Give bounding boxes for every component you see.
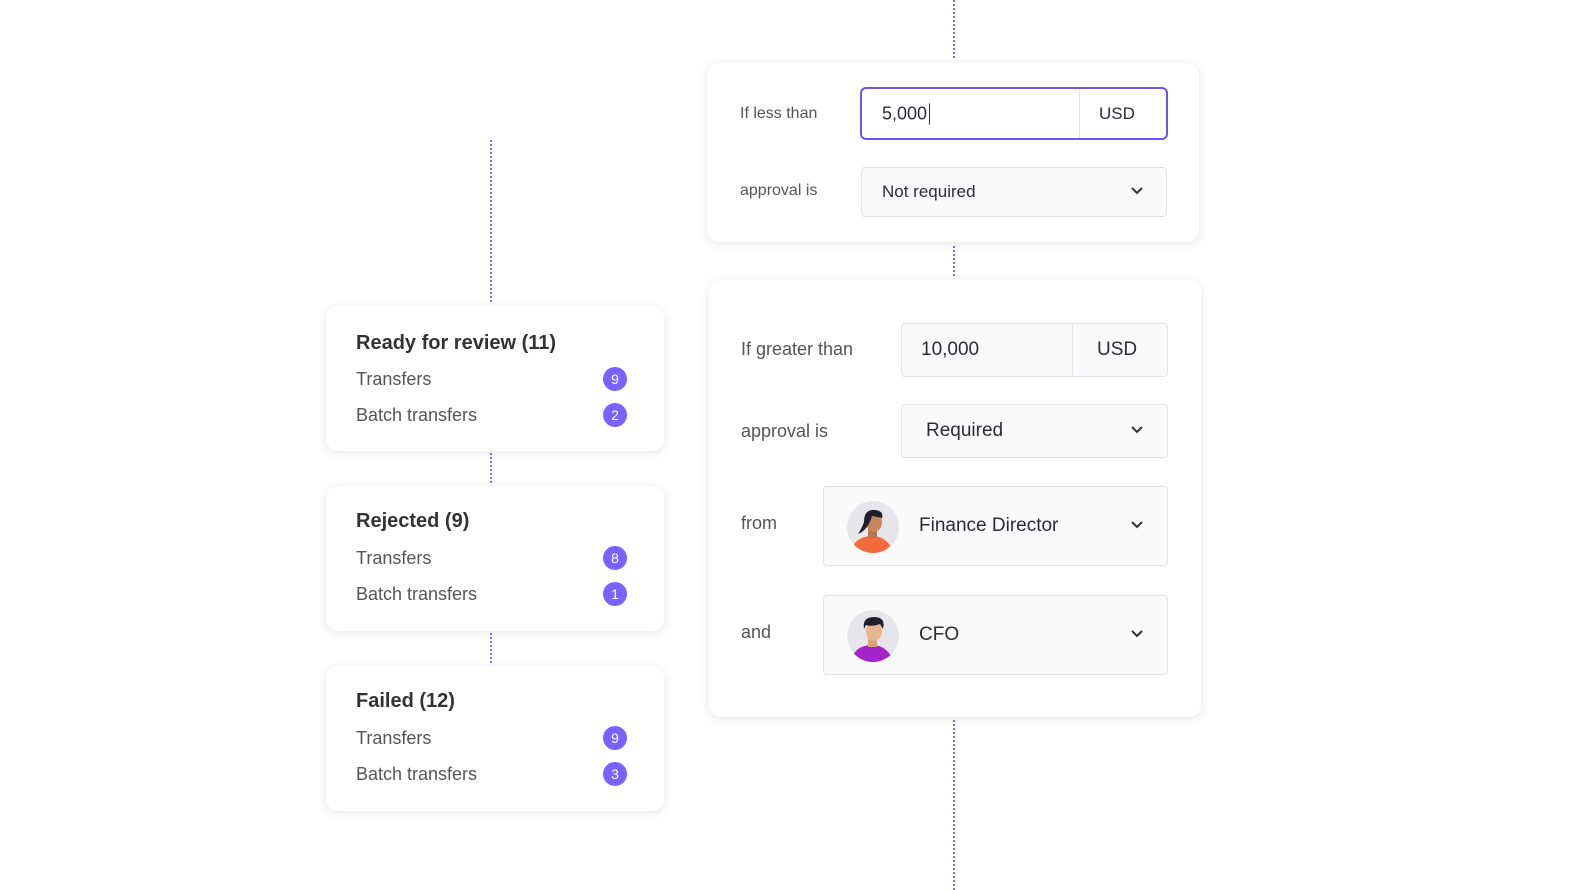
chevron bbox=[1131, 426, 1143, 434]
divider bbox=[1079, 89, 1080, 138]
approval-value: Not required bbox=[882, 182, 976, 201]
status-card[interactable]: Ready for review (11) Transfers 9 Batch … bbox=[326, 306, 664, 451]
count-badge: 1 bbox=[603, 582, 627, 606]
count-badge: 9 bbox=[603, 367, 627, 391]
connector bbox=[490, 453, 492, 483]
count-badge: 3 bbox=[603, 762, 627, 786]
approver-label: from bbox=[741, 513, 777, 533]
row-label: Transfers bbox=[356, 369, 432, 389]
count-badge: 2 bbox=[603, 403, 627, 427]
avatar bbox=[847, 610, 899, 662]
currency: USD bbox=[1097, 339, 1138, 360]
status-card[interactable]: Rejected (9) Transfers 8 Batch transfers… bbox=[326, 486, 664, 631]
approver-role: CFO bbox=[919, 624, 960, 645]
count-badge: 8 bbox=[603, 546, 627, 570]
amount: 5,000 bbox=[882, 103, 931, 124]
chevron bbox=[1131, 187, 1143, 195]
row-label: Transfers bbox=[356, 548, 432, 568]
approver-role: Finance Director bbox=[919, 515, 1059, 536]
approval-select[interactable]: Not required bbox=[861, 167, 1167, 217]
approver-label: and bbox=[741, 622, 772, 642]
card-title: Ready for review (11) bbox=[356, 332, 557, 354]
chevron bbox=[1131, 521, 1143, 529]
card-title: Rejected (9) bbox=[356, 510, 470, 532]
condition-label: If greater than bbox=[741, 339, 854, 359]
connector bbox=[490, 140, 492, 302]
approval-select[interactable]: Required bbox=[901, 404, 1168, 458]
row-label: Batch transfers bbox=[356, 405, 478, 425]
status-card[interactable]: Failed (12) Transfers 9 Batch transfers … bbox=[326, 666, 664, 811]
connector bbox=[953, 720, 955, 890]
amount-input[interactable]: 10,000 USD bbox=[901, 323, 1168, 377]
approver-select[interactable]: Finance Director bbox=[823, 486, 1168, 566]
condition-label: If less than bbox=[740, 105, 818, 122]
connector bbox=[490, 633, 492, 663]
approver-select[interactable]: CFO bbox=[823, 595, 1168, 675]
connector bbox=[953, 246, 955, 276]
count-badge: 9 bbox=[603, 726, 627, 750]
approval-label: approval is bbox=[741, 421, 829, 441]
row-label: Batch transfers bbox=[356, 764, 478, 784]
row-label: Transfers bbox=[356, 728, 432, 748]
rule-card: If less than 5,000 USD approval is Not r… bbox=[707, 63, 1199, 242]
row-label: Batch transfers bbox=[356, 584, 478, 604]
amount-input[interactable]: 5,000 USD bbox=[860, 87, 1168, 140]
currency: USD bbox=[1099, 103, 1135, 123]
approval-value: Required bbox=[926, 420, 1004, 441]
connector bbox=[953, 0, 955, 58]
approval-label: approval is bbox=[740, 182, 818, 199]
rule-card: If greater than 10,000 USD approval is R… bbox=[709, 280, 1201, 717]
divider bbox=[1072, 324, 1073, 376]
card-title: Failed (12) bbox=[356, 690, 455, 712]
amount: 10,000 bbox=[921, 339, 980, 360]
chevron bbox=[1131, 630, 1143, 638]
avatar bbox=[847, 501, 899, 553]
